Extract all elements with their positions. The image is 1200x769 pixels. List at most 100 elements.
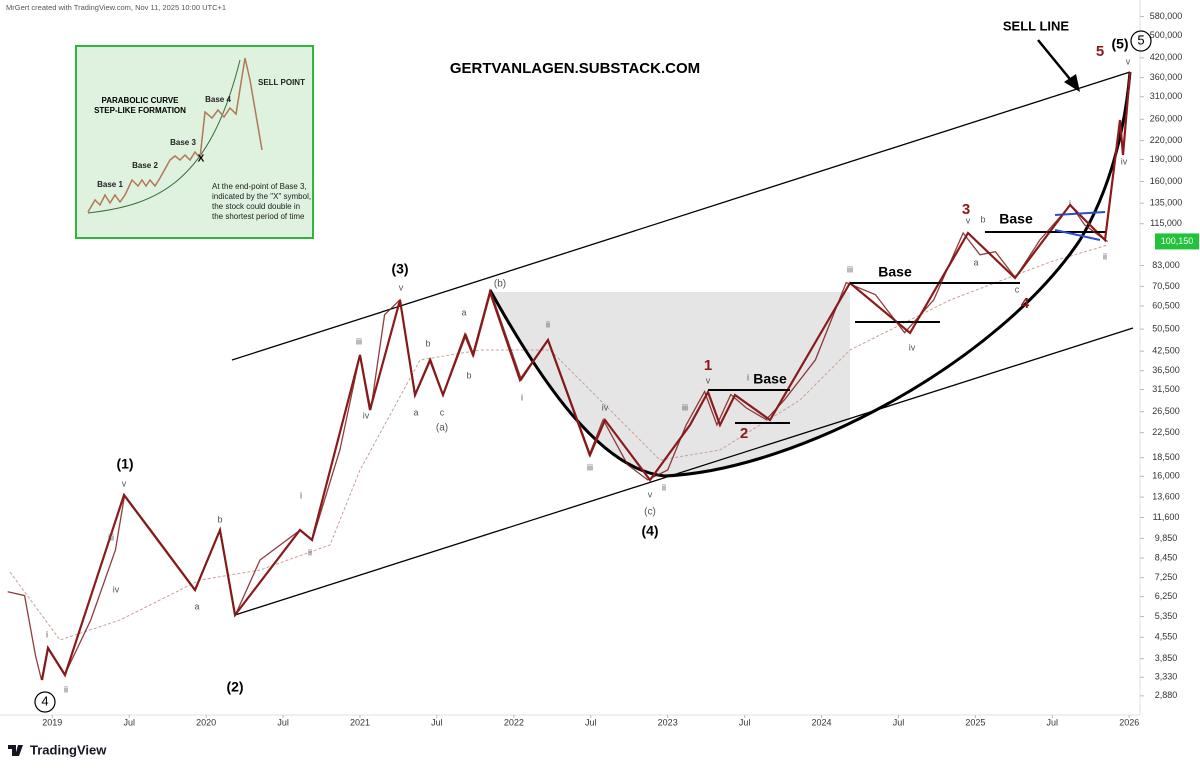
x-tick-label: Jul (1047, 717, 1059, 727)
sell-arrowhead (1064, 74, 1080, 92)
y-tick-label: 115,000 (1150, 218, 1182, 228)
y-tick-label: 42,500 (1152, 346, 1180, 356)
wave-label: ii (308, 547, 312, 557)
annotation-circle (34, 691, 56, 713)
inset-base: Base 4 (205, 95, 231, 104)
wave-label: b (466, 370, 471, 380)
wave-label: Base (878, 264, 912, 280)
wave-label: 3 (962, 201, 970, 218)
wave-label: a (461, 307, 466, 317)
shaded-region (490, 292, 850, 476)
wave-label: v (648, 489, 653, 499)
footer-logo: TradingView (8, 742, 107, 757)
wave-label: (c) (644, 507, 656, 518)
y-tick-label: 190,000 (1150, 154, 1183, 164)
y-tick-label: 26,500 (1152, 406, 1180, 416)
upper-channel (231, 71, 1131, 361)
y-tick-label: 60,500 (1152, 300, 1180, 310)
y-tick-label: 260,000 (1150, 114, 1183, 124)
y-tick-label: 7,250 (1155, 572, 1178, 582)
wave-label: b (217, 514, 222, 524)
y-tick-label: 3,330 (1155, 672, 1178, 682)
wave-label: ii (1103, 251, 1107, 261)
y-tick-label: 4,550 (1155, 632, 1178, 642)
y-tick-label: 135,000 (1150, 198, 1183, 208)
inset-note: the shortest period of time (212, 212, 305, 221)
x-tick-label: Jul (585, 717, 597, 727)
x-tick-label: Jul (893, 717, 905, 727)
watermark: GERTVANLAGEN.SUBSTACK.COM (450, 60, 700, 77)
wave-label: i (46, 629, 48, 639)
wave-label: ii (546, 319, 550, 329)
wave-label: (a) (436, 423, 448, 434)
x-tick-label: Jul (123, 717, 135, 727)
wave-label: iv (363, 410, 370, 420)
wave-label: v (966, 215, 971, 225)
wave-label: (1) (116, 456, 133, 472)
wave-label: i (300, 490, 302, 500)
inset-base: Base 2 (132, 161, 158, 170)
wave-label: i (747, 372, 749, 382)
y-tick-label: 5,350 (1155, 611, 1178, 621)
sell-line-label: SELL LINE (1003, 18, 1070, 33)
annotation-circle (1130, 30, 1152, 52)
wave-label: iv (1121, 156, 1128, 166)
wave-label: 1 (704, 357, 712, 374)
wave-label: ii (64, 684, 68, 694)
wave-label: 2 (740, 425, 748, 442)
wave-label: (2) (226, 679, 243, 695)
y-tick-label: 36,500 (1152, 365, 1180, 375)
x-tick-label: 2019 (42, 717, 62, 727)
y-tick-label: 580,000 (1150, 11, 1183, 21)
last-price-box (1155, 233, 1199, 250)
sell-arrow (1037, 39, 1075, 85)
wave-label: i (521, 392, 523, 402)
inset-title: STEP-LIKE FORMATION (94, 106, 186, 115)
y-tick-label: 31,500 (1152, 384, 1180, 394)
x-tick-label: Jul (277, 717, 289, 727)
footer-text: TradingView (30, 742, 107, 757)
wave-label: iii (587, 462, 593, 472)
wave-label: 5 (1096, 43, 1104, 60)
inset-base: Base 1 (97, 180, 123, 189)
y-tick-label: 13,600 (1152, 491, 1180, 501)
x-tick-label: 2022 (504, 717, 524, 727)
wave-label: iii (682, 402, 688, 412)
x-tick-label: 2021 (350, 717, 370, 727)
x-tick-label: 2020 (196, 717, 216, 727)
wave-label: ii (662, 482, 666, 492)
y-tick-label: 70,500 (1152, 281, 1180, 291)
y-tick-label: 22,500 (1152, 427, 1180, 437)
inset-note: the stock could double in (212, 202, 300, 211)
y-tick-label: 220,000 (1150, 135, 1183, 145)
inset-marker: X (198, 154, 205, 165)
lower-channel (234, 327, 1134, 616)
inset-sell-point: SELL POINT (258, 78, 305, 87)
y-tick-label: 18,500 (1152, 452, 1180, 462)
moving-average (9, 244, 1109, 641)
y-tick-label: 310,000 (1150, 91, 1183, 101)
wave-label: a (973, 257, 978, 267)
x-tick-label: 2025 (965, 717, 985, 727)
wave-label: iii (108, 532, 114, 542)
y-tick-label: 16,000 (1152, 471, 1180, 481)
y-tick-label: 160,000 (1150, 176, 1183, 186)
wave-label: v (122, 478, 127, 488)
inset-base: Base 3 (170, 138, 196, 147)
wave-label: Base (753, 371, 787, 387)
y-tick-label: 500,000 (1150, 30, 1183, 40)
wave-label: (3) (391, 261, 408, 277)
x-tick-label: 2026 (1119, 717, 1139, 727)
triangle-lines (1054, 211, 1106, 241)
y-tick-label: 11,600 (1153, 512, 1180, 522)
last-price-label: 100,150 (1161, 236, 1194, 246)
wave-label: iii (356, 336, 362, 346)
y-tick-label: 3,850 (1155, 653, 1178, 663)
x-tick-label: Jul (739, 717, 751, 727)
wave-label: iv (909, 342, 916, 352)
price-line (7, 203, 1108, 681)
y-tick-label: 2,880 (1155, 690, 1178, 700)
wave-label: b (425, 338, 430, 348)
x-tick-label: Jul (431, 717, 443, 727)
wave-label: iii (847, 264, 853, 274)
